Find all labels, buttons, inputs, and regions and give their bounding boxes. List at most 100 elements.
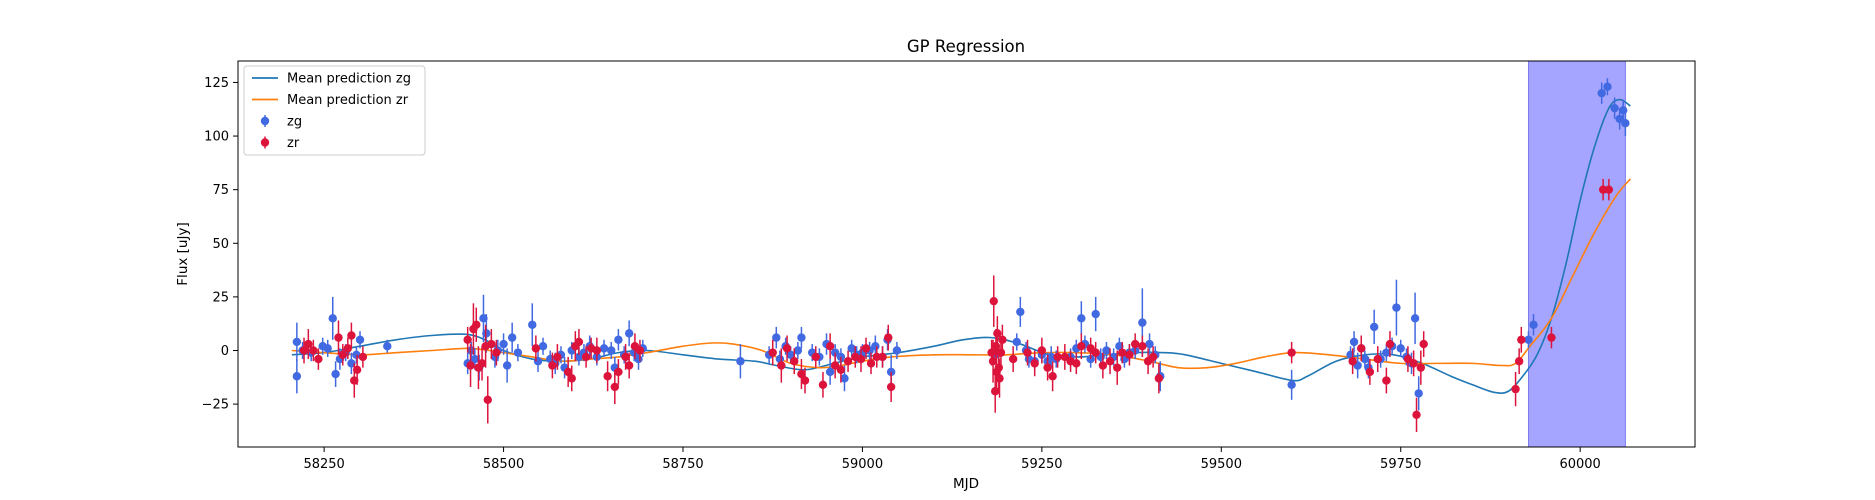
point-zr-102 <box>1416 350 1426 385</box>
x-tick-label-1: 58500 <box>483 457 524 472</box>
marker-zr-105 <box>1514 357 1524 366</box>
marker-zr-72 <box>1037 346 1047 355</box>
marker-zr-78 <box>1072 359 1081 368</box>
marker-zg-89 <box>1102 346 1111 355</box>
marker-zg-121 <box>1615 114 1624 124</box>
point-zr-53 <box>866 352 876 375</box>
point-zg-54 <box>797 326 806 349</box>
marker-zg-70 <box>892 346 902 355</box>
point-zr-25 <box>567 365 576 392</box>
point-zr-6 <box>343 337 353 360</box>
marker-zr-70 <box>1023 348 1032 357</box>
x-axis-title: MJD <box>953 476 979 492</box>
marker-zr-47 <box>830 361 840 370</box>
point-zr-79 <box>1077 333 1086 360</box>
point-zr-78 <box>1072 352 1081 375</box>
legend-item-3: zr <box>260 136 300 151</box>
marker-zr-22 <box>548 361 557 370</box>
point-zr-39 <box>777 348 786 383</box>
marker-zr-3 <box>314 354 323 364</box>
point-zr-19 <box>487 329 496 360</box>
y-tick-label-2: 25 <box>212 290 229 305</box>
point-zr-70 <box>1023 339 1032 366</box>
marker-zg-1 <box>292 337 302 347</box>
point-zr-2 <box>309 339 318 362</box>
point-zr-100 <box>1409 350 1418 377</box>
point-zg-70 <box>892 341 902 360</box>
marker-zg-62 <box>847 344 856 353</box>
marker-zg-110 <box>1392 303 1401 312</box>
marker-zg-99 <box>1287 380 1296 390</box>
marker-zr-46 <box>825 342 835 351</box>
marker-zr-34 <box>621 352 630 362</box>
point-zr-92 <box>1287 341 1296 364</box>
point-zr-28 <box>581 346 591 368</box>
point-zr-20 <box>492 339 501 366</box>
marker-zr-97 <box>1382 376 1391 385</box>
point-zr-94 <box>1357 335 1366 362</box>
point-zg-13 <box>383 339 392 353</box>
marker-zr-79 <box>1077 342 1086 351</box>
point-zr-21 <box>531 335 541 362</box>
point-zr-18 <box>483 376 492 424</box>
marker-zg-123 <box>1621 118 1630 128</box>
marker-zg-119 <box>1603 82 1612 91</box>
point-zr-90 <box>1148 346 1158 368</box>
marker-zr-27 <box>574 337 584 347</box>
point-zg-89 <box>1102 341 1111 360</box>
point-zg-115 <box>1414 376 1423 411</box>
point-zr-109 <box>1547 326 1556 349</box>
point-zr-105 <box>1514 348 1524 375</box>
marker-zr-71 <box>1030 359 1039 368</box>
point-zg-99 <box>1287 369 1296 400</box>
point-zg-5 <box>323 339 332 357</box>
point-zr-64 <box>993 316 1002 351</box>
point-zg-47 <box>736 344 745 379</box>
point-zr-48 <box>836 356 846 383</box>
point-zr-71 <box>1030 350 1039 377</box>
point-zr-3 <box>314 348 323 370</box>
point-zg-104 <box>1360 350 1370 368</box>
point-zr-45 <box>818 371 828 398</box>
point-zr-81 <box>1091 341 1100 364</box>
marker-zr-25 <box>567 374 576 383</box>
marker-zr-82 <box>1098 361 1108 370</box>
point-zg-43 <box>624 320 634 347</box>
point-zr-57 <box>886 371 896 402</box>
point-zr-42 <box>797 359 806 390</box>
marker-zr-67 <box>996 348 1006 357</box>
point-zr-55 <box>878 346 887 368</box>
plot-background <box>238 61 1695 447</box>
x-tick-label-0: 58250 <box>303 457 344 472</box>
marker-zg-58 <box>825 367 835 377</box>
point-zg-22 <box>499 333 508 355</box>
point-zr-72 <box>1037 337 1047 364</box>
point-zg-10 <box>347 352 356 375</box>
point-zg-6 <box>328 296 337 340</box>
marker-zr-41 <box>790 357 799 366</box>
point-zr-38 <box>768 339 777 366</box>
marker-zr-9 <box>352 365 362 374</box>
marker-zr-83 <box>1105 357 1115 366</box>
point-zr-101 <box>1412 397 1421 432</box>
point-zg-87 <box>1091 296 1100 332</box>
marker-zr-55 <box>878 352 887 362</box>
point-zr-82 <box>1098 352 1108 379</box>
point-zg-106 <box>1369 309 1379 345</box>
point-zr-0 <box>299 337 309 364</box>
point-zg-0 <box>292 359 302 394</box>
point-zg-26 <box>528 303 537 347</box>
marker-zr-32 <box>610 382 620 392</box>
marker-zr-48 <box>836 365 846 374</box>
y-tick-label-6: 125 <box>204 76 229 91</box>
point-zr-33 <box>614 359 623 385</box>
marker-zr-96 <box>1373 354 1382 364</box>
point-zr-9 <box>352 354 362 385</box>
point-zg-49 <box>772 326 781 349</box>
marker-zr-103 <box>1419 339 1428 349</box>
marker-zr-106 <box>1517 335 1526 344</box>
marker-zg-106 <box>1369 322 1379 332</box>
point-zg-120 <box>1610 97 1619 119</box>
point-zg-25 <box>513 344 523 362</box>
